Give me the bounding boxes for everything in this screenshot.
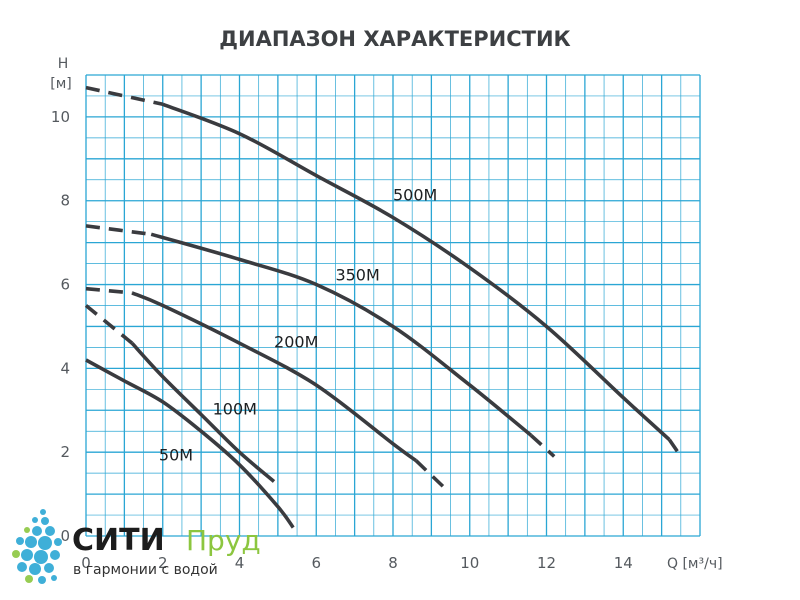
y-tick-label: 6 bbox=[60, 276, 70, 294]
logo: СИТИ Пруд в гармонии с водой bbox=[12, 509, 261, 584]
logo-name-accent: Пруд bbox=[186, 524, 261, 557]
grid bbox=[85, 74, 701, 537]
logo-dot bbox=[24, 527, 30, 533]
series-line-solid bbox=[85, 358, 295, 529]
water-drop-icon bbox=[12, 509, 62, 584]
logo-dot bbox=[40, 509, 46, 515]
logo-dot bbox=[38, 576, 46, 584]
y-axis-label: H bbox=[58, 56, 69, 72]
y-tick-label: 8 bbox=[60, 192, 70, 210]
series-line-dashed-start bbox=[85, 85, 164, 107]
series-line-dashed-start bbox=[84, 304, 134, 345]
series-label: 50M bbox=[159, 446, 193, 465]
series-100M bbox=[84, 304, 276, 483]
series-350M bbox=[85, 224, 556, 458]
x-tick-label: 8 bbox=[388, 554, 398, 572]
y-axis-unit: [м] bbox=[50, 76, 72, 92]
series-50M bbox=[85, 358, 295, 529]
series-line-solid bbox=[162, 102, 671, 441]
logo-dot bbox=[25, 575, 33, 583]
series-line-dashed-end bbox=[529, 434, 556, 458]
logo-dot bbox=[45, 526, 55, 536]
logo-dot bbox=[54, 538, 62, 546]
logo-dot bbox=[21, 549, 33, 561]
series-500M bbox=[85, 85, 683, 458]
y-tick-label: 10 bbox=[51, 108, 70, 126]
series-labels: 500M 350M 200M 100M 50M bbox=[159, 186, 437, 465]
series-label: 200M bbox=[274, 332, 318, 351]
series-line-dashed-end bbox=[667, 438, 683, 458]
y-tick-label: 4 bbox=[60, 359, 70, 377]
logo-dot bbox=[32, 517, 38, 523]
x-tick-label: 12 bbox=[537, 554, 556, 572]
y-tick-label: 2 bbox=[60, 443, 70, 461]
logo-dot bbox=[32, 526, 42, 536]
tick-labels: 0 2 4 6 8 10 12 14 0 2 4 6 8 10 bbox=[51, 108, 633, 572]
logo-dot bbox=[51, 575, 57, 581]
series-lines bbox=[84, 85, 683, 529]
chart-title: ДИАПАЗОН ХАРАКТЕРИСТИК bbox=[219, 27, 570, 51]
logo-dot bbox=[50, 550, 60, 560]
x-tick-label: 0 bbox=[81, 554, 91, 572]
y-tick-label: 0 bbox=[60, 527, 70, 545]
series-line-solid bbox=[131, 291, 418, 463]
logo-tagline: в гармонии с водой bbox=[73, 562, 218, 578]
logo-name-main: СИТИ bbox=[72, 523, 165, 558]
series-line-solid bbox=[150, 232, 533, 437]
x-tick-label: 2 bbox=[158, 554, 168, 572]
logo-dot bbox=[44, 563, 54, 573]
logo-dot bbox=[25, 536, 37, 548]
x-tick-label: 6 bbox=[311, 554, 321, 572]
series-200M bbox=[85, 286, 448, 492]
series-label: 100M bbox=[213, 399, 257, 418]
logo-dot bbox=[38, 536, 52, 550]
x-tick-label: 4 bbox=[235, 554, 245, 572]
x-tick-label: 10 bbox=[460, 554, 479, 572]
series-line-solid bbox=[130, 341, 276, 483]
series-label: 350M bbox=[335, 265, 379, 284]
series-line-dashed-end bbox=[414, 459, 448, 492]
series-line-dashed-start bbox=[85, 224, 152, 237]
x-axis-label: Q [м³/ч] bbox=[667, 556, 723, 572]
logo-dot bbox=[34, 550, 48, 564]
logo-dot bbox=[41, 517, 49, 525]
logo-dot bbox=[29, 563, 41, 575]
series-label: 500M bbox=[393, 186, 437, 205]
logo-dot bbox=[17, 562, 27, 572]
series-line-dashed-start bbox=[85, 286, 133, 295]
x-tick-label: 14 bbox=[614, 554, 633, 572]
logo-dot bbox=[16, 537, 24, 545]
logo-dot bbox=[12, 550, 20, 558]
